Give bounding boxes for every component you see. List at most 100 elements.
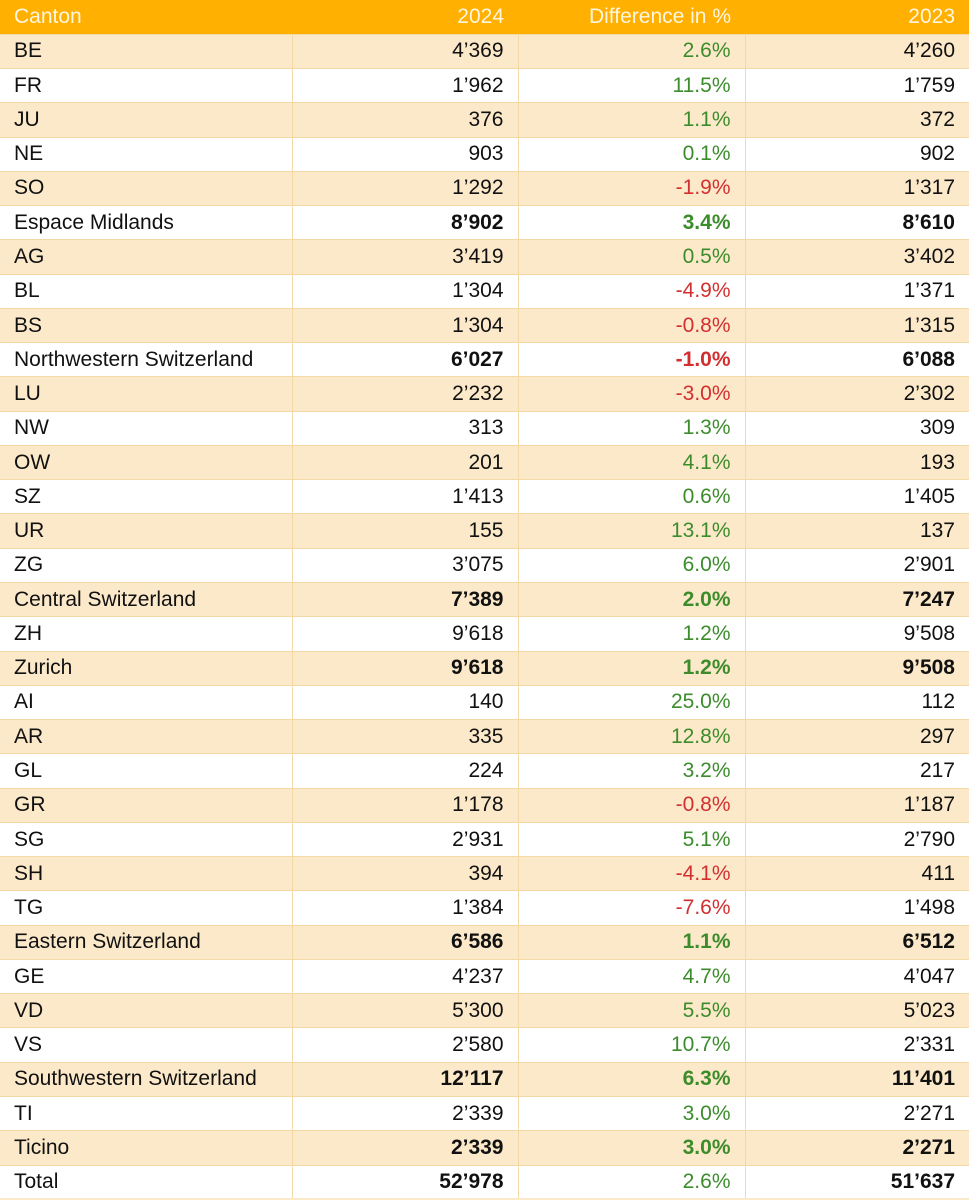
- canton-cell: Total: [0, 1164, 292, 1200]
- value-2023-cell: 309: [744, 410, 969, 446]
- canton-cell: Northwestern Switzerland: [0, 342, 292, 377]
- difference-cell: -4.1%: [517, 856, 745, 891]
- difference-cell: -0.8%: [517, 307, 745, 343]
- value-2023-cell: 6’512: [744, 924, 969, 960]
- value-2023-cell: 2’302: [744, 376, 969, 412]
- difference-cell: 2.6%: [517, 33, 745, 69]
- value-2024-cell: 2’232: [291, 376, 518, 412]
- header-difference: Difference in %: [518, 0, 745, 35]
- value-2024-cell: 7’389: [291, 582, 518, 617]
- canton-cell: VD: [0, 993, 292, 1028]
- value-2024-cell: 8’902: [291, 205, 518, 240]
- table-row: SZ 1’413 0.6% 1’405: [0, 479, 969, 514]
- value-2023-cell: 902: [744, 136, 969, 172]
- value-2023-cell: 411: [744, 856, 969, 891]
- table-row: AG 3’419 0.5% 3’402: [0, 239, 969, 275]
- value-2024-cell: 224: [291, 753, 518, 789]
- value-2023-cell: 1’759: [744, 68, 969, 103]
- difference-cell: -0.8%: [517, 787, 745, 823]
- canton-cell: Ticino: [0, 1130, 292, 1166]
- table-row: UR 155 13.1% 137: [0, 513, 969, 549]
- value-2023-cell: 4’047: [744, 958, 969, 994]
- canton-cell: NW: [0, 410, 292, 446]
- canton-cell: OW: [0, 444, 292, 480]
- canton-cell: ZH: [0, 616, 292, 652]
- difference-cell: 11.5%: [517, 68, 745, 103]
- region-row: Espace Midlands 8’902 3.4% 8’610: [0, 205, 969, 240]
- table-row: JU 376 1.1% 372: [0, 102, 969, 138]
- value-2023-cell: 193: [744, 444, 969, 480]
- canton-cell: LU: [0, 376, 292, 412]
- region-row: Central Switzerland 7’389 2.0% 7’247: [0, 582, 969, 617]
- region-row: Northwestern Switzerland 6’027 -1.0% 6’088: [0, 342, 969, 377]
- canton-cell: Southwestern Switzerland: [0, 1061, 292, 1097]
- value-2024-cell: 5’300: [291, 993, 518, 1028]
- table-row: NW 313 1.3% 309: [0, 410, 969, 446]
- difference-cell: 6.0%: [517, 547, 745, 583]
- difference-cell: -1.9%: [517, 170, 745, 206]
- canton-cell: Zurich: [0, 650, 292, 686]
- canton-cell: GE: [0, 958, 292, 994]
- canton-cell: Eastern Switzerland: [0, 924, 292, 960]
- value-2023-cell: 112: [744, 684, 969, 720]
- table-row: AR 335 12.8% 297: [0, 719, 969, 754]
- value-2023-cell: 2’790: [744, 821, 969, 857]
- difference-cell: 13.1%: [517, 513, 745, 549]
- value-2024-cell: 2’580: [291, 1027, 518, 1063]
- difference-cell: 3.0%: [517, 1130, 745, 1166]
- table-row: ZG 3’075 6.0% 2’901: [0, 547, 969, 583]
- value-2023-cell: 2’331: [744, 1027, 969, 1063]
- value-2023-cell: 1’317: [744, 170, 969, 206]
- value-2023-cell: 8’610: [744, 205, 969, 240]
- table-row: GE 4’237 4.7% 4’047: [0, 958, 969, 994]
- region-row: Ticino 2’339 3.0% 2’271: [0, 1130, 969, 1166]
- value-2024-cell: 155: [291, 513, 518, 549]
- difference-cell: -7.6%: [517, 890, 745, 926]
- difference-cell: 4.7%: [517, 958, 745, 994]
- canton-cell: SH: [0, 856, 292, 891]
- value-2024-cell: 9’618: [291, 650, 518, 686]
- difference-cell: 25.0%: [517, 684, 745, 720]
- difference-cell: 6.3%: [517, 1061, 745, 1097]
- canton-cell: UR: [0, 513, 292, 549]
- value-2023-cell: 6’088: [744, 342, 969, 377]
- value-2024-cell: 1’384: [291, 890, 518, 926]
- value-2023-cell: 4’260: [744, 33, 969, 69]
- value-2024-cell: 313: [291, 410, 518, 446]
- value-2024-cell: 2’931: [291, 821, 518, 857]
- canton-cell: BS: [0, 307, 292, 343]
- table-row: LU 2’232 -3.0% 2’302: [0, 376, 969, 412]
- difference-cell: 3.0%: [517, 1095, 745, 1131]
- value-2024-cell: 9’618: [291, 616, 518, 652]
- value-2023-cell: 137: [744, 513, 969, 549]
- difference-cell: 4.1%: [517, 444, 745, 480]
- value-2024-cell: 6’586: [291, 924, 518, 960]
- value-2024-cell: 3’075: [291, 547, 518, 583]
- canton-cell: TG: [0, 890, 292, 926]
- difference-cell: 1.2%: [517, 616, 745, 652]
- region-row: Southwestern Switzerland 12’117 6.3% 11’401: [0, 1061, 969, 1097]
- value-2023-cell: 297: [744, 719, 969, 754]
- canton-cell: SZ: [0, 479, 292, 514]
- value-2024-cell: 1’304: [291, 307, 518, 343]
- value-2023-cell: 7’247: [744, 582, 969, 617]
- canton-cell: GR: [0, 787, 292, 823]
- difference-cell: 0.5%: [517, 239, 745, 275]
- value-2023-cell: 217: [744, 753, 969, 789]
- table-row: TG 1’384 -7.6% 1’498: [0, 890, 969, 926]
- value-2024-cell: 1’304: [291, 273, 518, 309]
- canton-cell: SG: [0, 821, 292, 857]
- difference-cell: 10.7%: [517, 1027, 745, 1063]
- header-canton: Canton: [0, 0, 292, 35]
- canton-cell: AI: [0, 684, 292, 720]
- table-row: NE 903 0.1% 902: [0, 136, 969, 172]
- table-body: BE 4’369 2.6% 4’260 FR 1’962 11.5% 1’759 JU 376 1.…: [0, 33, 969, 1200]
- value-2023-cell: 9’508: [744, 650, 969, 686]
- table-row: GL 224 3.2% 217: [0, 753, 969, 789]
- difference-cell: 0.1%: [517, 136, 745, 172]
- value-2023-cell: 9’508: [744, 616, 969, 652]
- table-row: VS 2’580 10.7% 2’331: [0, 1027, 969, 1063]
- value-2024-cell: 140: [291, 684, 518, 720]
- canton-cell: ZG: [0, 547, 292, 583]
- value-2024-cell: 2’339: [291, 1130, 518, 1166]
